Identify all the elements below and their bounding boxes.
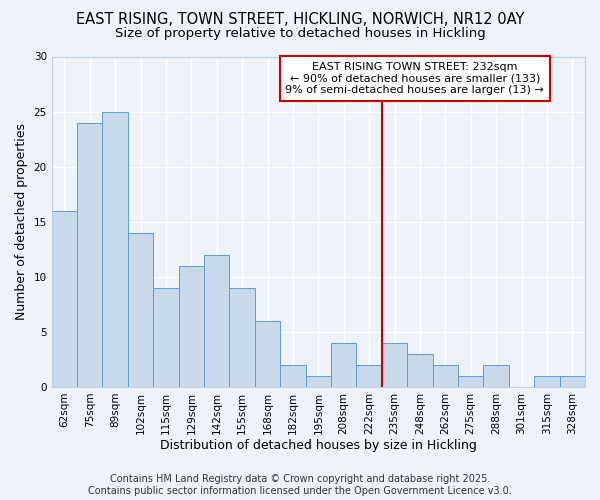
Bar [229, 288, 255, 387]
Bar [103, 112, 128, 387]
Text: EAST RISING, TOWN STREET, HICKLING, NORWICH, NR12 0AY: EAST RISING, TOWN STREET, HICKLING, NORW… [76, 12, 524, 28]
Bar [534, 376, 560, 387]
X-axis label: Distribution of detached houses by size in Hickling: Distribution of detached houses by size … [160, 440, 477, 452]
Bar [204, 255, 229, 387]
Bar [52, 210, 77, 387]
Bar [458, 376, 484, 387]
Bar [153, 288, 179, 387]
Bar [433, 365, 458, 387]
Bar [407, 354, 433, 387]
Bar [128, 232, 153, 387]
Y-axis label: Number of detached properties: Number of detached properties [15, 123, 28, 320]
Bar [356, 365, 382, 387]
Bar [77, 122, 103, 387]
Bar [382, 343, 407, 387]
Bar [560, 376, 585, 387]
Bar [179, 266, 204, 387]
Text: Size of property relative to detached houses in Hickling: Size of property relative to detached ho… [115, 28, 485, 40]
Bar [305, 376, 331, 387]
Bar [484, 365, 509, 387]
Bar [280, 365, 305, 387]
Text: Contains HM Land Registry data © Crown copyright and database right 2025.
Contai: Contains HM Land Registry data © Crown c… [88, 474, 512, 496]
Bar [255, 321, 280, 387]
Text: EAST RISING TOWN STREET: 232sqm
← 90% of detached houses are smaller (133)
9% of: EAST RISING TOWN STREET: 232sqm ← 90% of… [286, 62, 544, 95]
Bar [331, 343, 356, 387]
